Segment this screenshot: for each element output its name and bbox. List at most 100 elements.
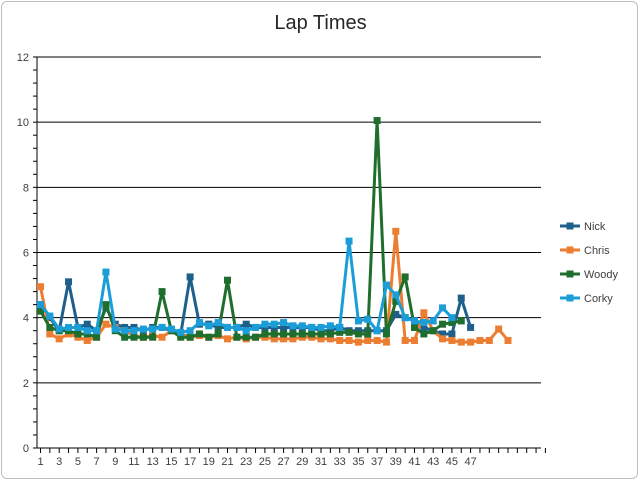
data-point (298, 330, 306, 338)
data-point (326, 330, 334, 338)
x-tick-label: 13 (147, 456, 159, 468)
data-point (130, 327, 138, 335)
x-tick-label: 19 (203, 456, 215, 468)
x-tick-label: 35 (352, 456, 364, 468)
data-point (411, 323, 418, 331)
data-point (280, 323, 288, 331)
data-point (326, 335, 334, 343)
x-tick-label: 7 (94, 456, 100, 468)
data-point (467, 338, 475, 346)
data-point (74, 323, 82, 331)
data-point (317, 323, 325, 331)
data-point (429, 327, 437, 335)
data-point (354, 317, 362, 325)
data-point (401, 336, 409, 344)
data-point (242, 333, 250, 341)
data-point (354, 330, 362, 338)
data-point (364, 330, 372, 338)
data-point (46, 330, 54, 338)
legend-item-woody: Woody (560, 269, 619, 281)
data-point (317, 330, 325, 338)
data-point (195, 330, 203, 338)
data-point (345, 328, 353, 336)
data-point (214, 330, 222, 338)
data-point (224, 335, 231, 343)
data-point (485, 336, 493, 344)
data-point (401, 273, 409, 281)
data-point (252, 333, 260, 341)
legend-item-nick: Nick (560, 221, 606, 233)
data-point (37, 307, 44, 315)
data-point (448, 330, 456, 338)
data-point (280, 330, 288, 338)
data-point (336, 336, 344, 344)
legend-label: Nick (584, 221, 606, 233)
data-point (382, 338, 390, 346)
legend-label: Woody (584, 269, 619, 281)
data-point (448, 314, 456, 322)
data-point (439, 304, 447, 312)
data-point (401, 314, 409, 322)
x-tick-label: 1 (37, 456, 43, 468)
data-point (373, 327, 381, 335)
x-tick-label: 41 (408, 456, 420, 468)
data-point (289, 330, 297, 338)
series-corky (37, 237, 456, 336)
data-point (186, 327, 194, 335)
series-group (37, 117, 512, 346)
x-tick-label: 15 (165, 456, 177, 468)
data-point (420, 309, 428, 317)
x-tick-label: 9 (112, 456, 118, 468)
data-point (83, 320, 91, 328)
data-point (308, 330, 316, 338)
data-point (429, 317, 437, 325)
data-point (121, 333, 129, 341)
data-point (448, 336, 456, 344)
x-tick-labels: 1 3 5 7 9 11 13 15 17 19 21 23 25 27 29 31 33 35 37 39 41 43 4… (37, 456, 476, 468)
data-point (457, 317, 465, 325)
x-tick-label: 5 (75, 456, 81, 468)
data-point (392, 310, 400, 318)
data-point (83, 327, 91, 335)
data-point (130, 333, 138, 341)
data-point (158, 333, 166, 341)
data-point (411, 336, 418, 344)
data-point (177, 328, 185, 336)
data-point (270, 320, 278, 328)
data-point (261, 320, 269, 328)
y-tick-label: 8 (23, 182, 29, 194)
data-point (439, 330, 447, 338)
data-point (102, 301, 110, 309)
data-point (439, 320, 447, 328)
data-point (504, 336, 512, 344)
series-line (39, 119, 462, 339)
data-point (55, 325, 63, 333)
legend-swatch-marker (566, 222, 574, 230)
chart-title: Lap Times (274, 12, 367, 34)
data-point (65, 278, 73, 286)
data-point (373, 117, 381, 125)
data-point (205, 333, 213, 341)
data-point (476, 336, 484, 344)
legend-item-chris: Chris (560, 245, 610, 257)
data-point (289, 322, 297, 330)
data-point (382, 281, 390, 289)
data-point (382, 330, 390, 338)
data-point (326, 322, 334, 330)
data-point (252, 323, 260, 331)
data-point (280, 335, 288, 343)
x-tick-label: 33 (334, 456, 346, 468)
x-tick-label: 21 (221, 456, 233, 468)
y-tick-labels: 0 2 4 6 8 10 12 (17, 52, 29, 455)
data-point (93, 327, 101, 335)
x-tick-label: 25 (259, 456, 271, 468)
data-point (411, 317, 418, 325)
x-tick-label: 23 (240, 456, 252, 468)
x-tick-label: 29 (296, 456, 308, 468)
data-point (102, 320, 110, 328)
legend-swatch-marker (566, 270, 574, 278)
data-point (420, 330, 428, 338)
gridlines (37, 56, 541, 384)
legend-item-corky: Corky (560, 293, 613, 305)
